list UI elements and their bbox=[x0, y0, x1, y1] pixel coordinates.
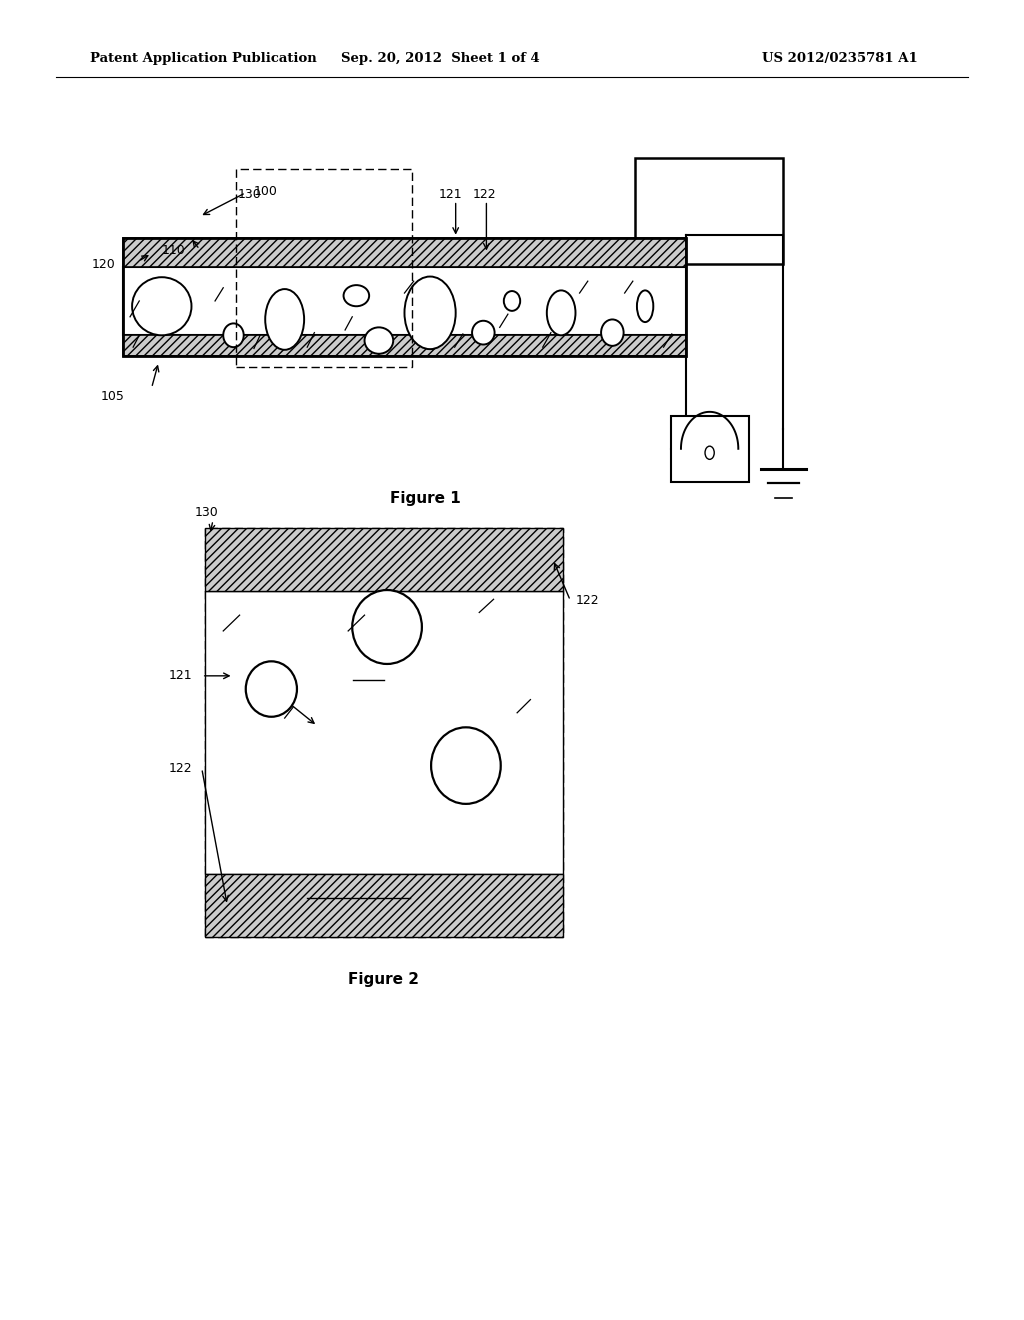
Text: 120: 120 bbox=[92, 257, 116, 271]
Bar bbox=[205, 528, 563, 591]
Text: 130: 130 bbox=[195, 506, 218, 519]
Text: Patent Application Publication: Patent Application Publication bbox=[90, 51, 316, 65]
Ellipse shape bbox=[404, 277, 456, 348]
Ellipse shape bbox=[352, 590, 422, 664]
Ellipse shape bbox=[223, 323, 244, 347]
Ellipse shape bbox=[547, 290, 575, 335]
Ellipse shape bbox=[601, 319, 624, 346]
Ellipse shape bbox=[365, 327, 393, 354]
Bar bbox=[123, 238, 686, 356]
Ellipse shape bbox=[705, 446, 714, 459]
Ellipse shape bbox=[132, 277, 191, 335]
Ellipse shape bbox=[246, 661, 297, 717]
Text: 121: 121 bbox=[169, 669, 193, 682]
Text: Figure 1: Figure 1 bbox=[389, 491, 461, 507]
Bar bbox=[123, 238, 686, 267]
Bar bbox=[205, 591, 563, 874]
Text: 140: 140 bbox=[676, 429, 699, 442]
Text: 105: 105 bbox=[100, 389, 124, 403]
Bar bbox=[671, 416, 749, 482]
Ellipse shape bbox=[504, 290, 520, 310]
Text: 122: 122 bbox=[575, 594, 599, 607]
Ellipse shape bbox=[637, 290, 653, 322]
Text: 122: 122 bbox=[169, 762, 193, 775]
Text: 130: 130 bbox=[238, 187, 261, 201]
Text: Figure 2: Figure 2 bbox=[348, 972, 420, 987]
Ellipse shape bbox=[431, 727, 501, 804]
Text: 110: 110 bbox=[162, 244, 185, 257]
Bar bbox=[205, 874, 563, 937]
Text: 122: 122 bbox=[473, 187, 497, 201]
Bar bbox=[236, 169, 412, 367]
Bar bbox=[205, 528, 563, 937]
Bar bbox=[123, 267, 686, 335]
Text: Sep. 20, 2012  Sheet 1 of 4: Sep. 20, 2012 Sheet 1 of 4 bbox=[341, 51, 540, 65]
Text: 100: 100 bbox=[254, 185, 278, 198]
Ellipse shape bbox=[343, 285, 370, 306]
Ellipse shape bbox=[472, 321, 495, 345]
Bar bbox=[123, 335, 686, 356]
Bar bbox=[635, 158, 783, 264]
Text: US 2012/0235781 A1: US 2012/0235781 A1 bbox=[762, 51, 918, 65]
Text: 121: 121 bbox=[438, 187, 462, 201]
Ellipse shape bbox=[265, 289, 304, 350]
